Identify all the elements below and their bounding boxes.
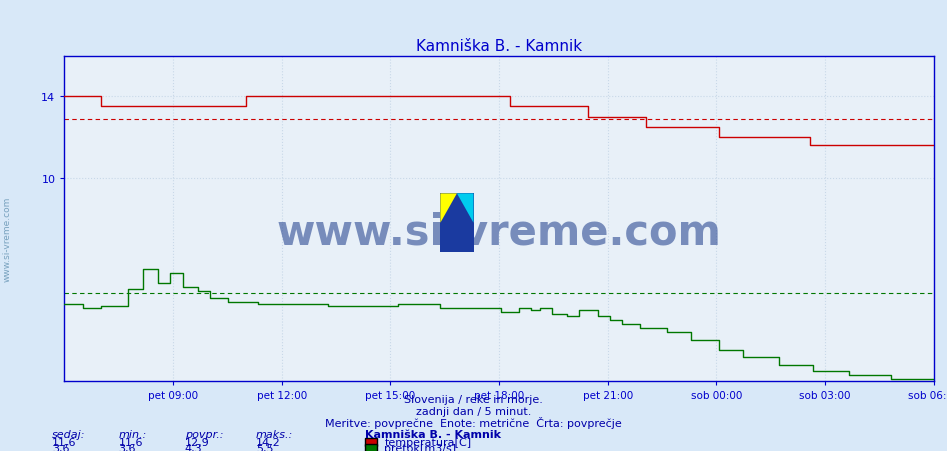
- Title: Kamniška B. - Kamnik: Kamniška B. - Kamnik: [416, 39, 582, 54]
- Text: 11,6: 11,6: [52, 437, 77, 446]
- Text: povpr.:: povpr.:: [185, 429, 223, 439]
- Text: 12,9: 12,9: [185, 437, 209, 446]
- Text: temperatura[C]: temperatura[C]: [384, 437, 472, 446]
- Polygon shape: [457, 194, 474, 223]
- Polygon shape: [440, 194, 457, 223]
- Text: www.si-vreme.com: www.si-vreme.com: [3, 197, 12, 281]
- Text: www.si-vreme.com: www.si-vreme.com: [277, 211, 722, 253]
- Text: Kamniška B. - Kamnik: Kamniška B. - Kamnik: [365, 429, 501, 439]
- Text: sedaj:: sedaj:: [52, 429, 85, 439]
- Text: 14,2: 14,2: [256, 437, 280, 446]
- Text: 11,6: 11,6: [118, 437, 143, 446]
- Text: 4,3: 4,3: [185, 443, 203, 451]
- Text: min.:: min.:: [118, 429, 147, 439]
- Text: maks.:: maks.:: [256, 429, 293, 439]
- Text: 3,6: 3,6: [118, 443, 135, 451]
- Text: pretok[m3/s]: pretok[m3/s]: [384, 443, 456, 451]
- Text: Slovenija / reke in morje.: Slovenija / reke in morje.: [404, 394, 543, 404]
- Text: Meritve: povprečne  Enote: metrične  Črta: povprečje: Meritve: povprečne Enote: metrične Črta:…: [325, 416, 622, 428]
- Text: zadnji dan / 5 minut.: zadnji dan / 5 minut.: [416, 406, 531, 416]
- Text: 3,6: 3,6: [52, 443, 69, 451]
- Polygon shape: [440, 194, 474, 253]
- Text: 5,5: 5,5: [256, 443, 273, 451]
